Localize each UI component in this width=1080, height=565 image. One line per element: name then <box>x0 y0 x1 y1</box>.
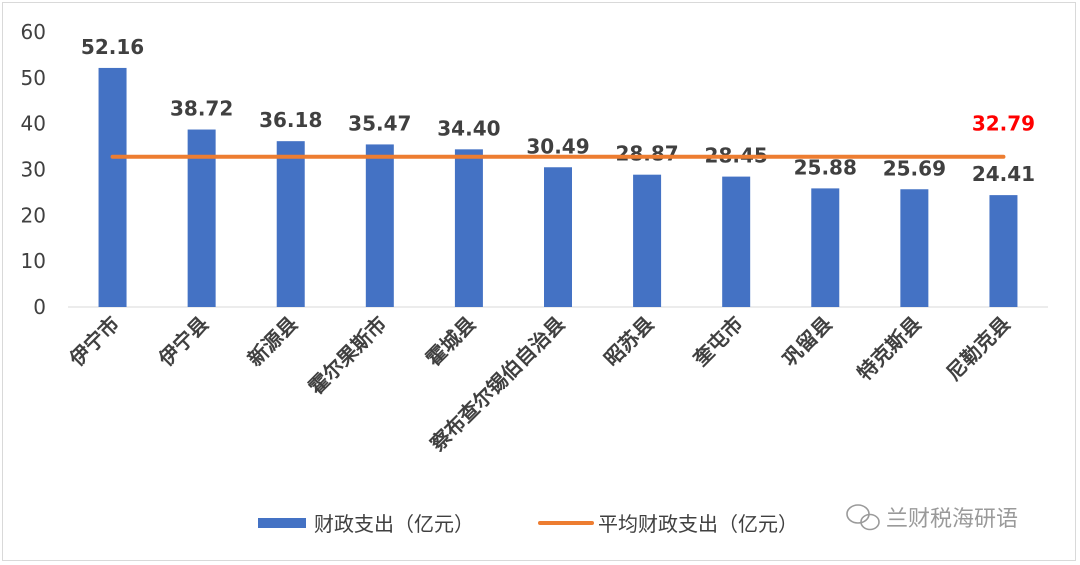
y-tick-label: 20 <box>21 203 46 227</box>
bar-value-label: 36.18 <box>259 108 322 132</box>
y-tick-label: 50 <box>21 66 46 90</box>
y-axis: 0 10 20 30 40 50 60 <box>21 20 46 319</box>
legend-label-line: 平均财政支出（亿元） <box>598 512 798 536</box>
legend-label-bar: 财政支出（亿元） <box>314 512 474 536</box>
bar-value-label: 30.49 <box>526 134 589 158</box>
x-category-label: 伊宁县 <box>153 312 213 372</box>
y-tick-label: 0 <box>33 295 46 319</box>
bar-value-label: 25.69 <box>883 156 946 180</box>
x-category-label: 尼勒克县 <box>941 312 1015 386</box>
bar <box>276 141 305 307</box>
legend-swatch-bar <box>258 518 306 528</box>
bar <box>98 67 127 307</box>
bar <box>187 129 216 307</box>
bar-series <box>98 67 1018 307</box>
bar <box>365 144 394 307</box>
bar <box>811 188 840 307</box>
y-tick-label: 60 <box>21 20 46 44</box>
bar-value-label: 35.47 <box>348 111 411 135</box>
wechat-icon <box>846 504 880 531</box>
bar-value-label: 28.87 <box>615 142 678 166</box>
y-tick-label: 10 <box>21 249 46 273</box>
bar <box>722 176 751 307</box>
bar <box>633 174 662 307</box>
bar <box>544 167 572 307</box>
watermark: 兰财税海研语 <box>846 504 1018 532</box>
bar-value-label: 34.40 <box>437 116 500 140</box>
bar <box>989 195 1018 307</box>
x-category-label: 霍尔果斯市 <box>304 312 392 400</box>
x-category-label: 巩留县 <box>777 312 836 371</box>
y-tick-label: 30 <box>21 158 46 182</box>
x-category-label: 伊宁市 <box>64 312 124 372</box>
bar-value-label: 24.41 <box>972 162 1035 186</box>
x-category-label: 霍城县 <box>421 312 480 371</box>
x-category-label: 奎屯市 <box>688 312 748 372</box>
bar <box>454 149 483 307</box>
bar-value-label: 38.72 <box>170 97 233 121</box>
average-line-series: 32.79 <box>110 112 1035 159</box>
bar-value-label: 52.16 <box>81 35 144 59</box>
y-tick-label: 40 <box>21 112 46 136</box>
x-category-label: 新源县 <box>243 312 302 371</box>
x-category-label: 昭苏县 <box>599 312 658 371</box>
bar-value-label: 25.88 <box>794 155 857 179</box>
bar <box>900 189 929 307</box>
average-value-label: 32.79 <box>972 112 1035 136</box>
x-category-label: 特克斯县 <box>852 312 926 386</box>
x-axis-labels: 伊宁市 伊宁县 新源县 霍尔果斯市 霍城县察布查尔锡伯自治县 昭苏县 奎屯市 巩留县 特克斯县尼… <box>64 312 1015 456</box>
watermark-text: 兰财税海研语 <box>886 507 1018 532</box>
legend: 财政支出（亿元） 平均财政支出（亿元） <box>258 512 798 536</box>
